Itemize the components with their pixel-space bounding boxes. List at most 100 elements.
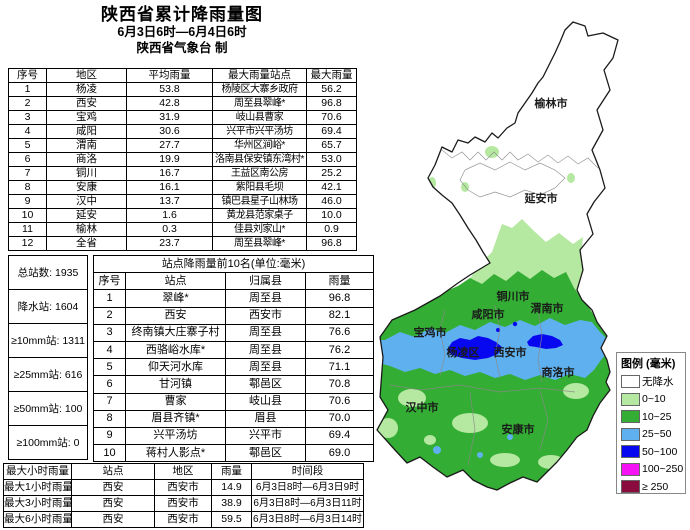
issuer-line: 陕西省气象台 制 [136,40,228,55]
cell-region: 铜川 [46,166,127,181]
cell-max: 56.2 [306,82,357,97]
cell-amount: 96.8 [305,289,374,308]
cell-max: 25.2 [306,166,357,181]
cell-station: 眉县齐镇* [125,409,226,428]
shaanxi-rainfall-map: 榆林市 延安市 铜川市 渭南市 咸阳市 宝鸡市 杨凌区 西安市 商洛市 汉中市 … [376,21,619,491]
legend-item: 100~250 [621,461,685,479]
blob-50-100 [527,334,563,349]
cell-amount: 70.8 [305,375,374,394]
column-header: 序号 [93,272,126,291]
title-block: 陕西省累计降雨量图 6月3日6时—6月4日6时 陕西省气象台 制 [8,4,356,57]
cell-index: 7 [8,166,47,181]
column-header: 站点 [125,272,226,291]
cell-region: 西安市 [154,495,212,512]
stat-item: ≥10mm站: 1311 [9,324,87,358]
cell-county: 鄠邑区 [225,375,306,394]
cell-timespan: 6月3日8时—6月3日11时 [251,495,364,512]
legend-label: 50~100 [642,445,678,458]
cell-avg: 23.7 [126,236,213,251]
legend-title: 图例 (毫米) [621,358,676,370]
cell-avg: 0.3 [126,222,213,237]
cell-index: 2 [8,96,47,111]
cell-label: 最大3小时雨量 [3,495,72,512]
patch-0-10 [490,453,520,467]
dot-50-100 [512,321,518,327]
cell-index: 1 [93,289,126,308]
cell-max-station: 周至县翠峰* [212,236,307,251]
map-label-baoji: 宝鸡市 [414,325,447,339]
cell-region: 商洛 [46,152,127,167]
cell-index: 6 [8,152,47,167]
cell-max: 10.0 [306,208,357,223]
cell-region: 榆林 [46,222,127,237]
cell-station: 西安 [71,511,155,528]
cell-avg: 42.8 [126,96,213,111]
cell-max: 70.6 [306,110,357,125]
legend: 图例 (毫米) 无降水 0~10 10~25 25~50 50~100 100~… [616,352,686,494]
top10-stations-table: 站点降雨量前10名(单位:毫米) 序号 站点 归属县 雨量 1 翠峰* 周至县 96.… [93,254,374,463]
column-header: 最大雨量站点 [212,68,307,83]
cell-region: 安康 [46,180,127,195]
map-label-yanan: 延安市 [524,191,558,205]
cell-amount: 70.6 [305,392,374,411]
cell-index: 8 [93,409,126,428]
cell-index: 3 [8,110,47,125]
cell-region: 咸阳 [46,124,127,139]
cell-station: 西安 [71,479,155,496]
cell-max-station: 杨陵区大寨乡政府 [212,82,307,97]
cell-amount: 70.0 [305,409,374,428]
table-row: 9 汉中 13.7 镇巴县星子山林场 46.0 [8,194,357,209]
cell-index: 4 [93,340,126,360]
cell-amount: 69.4 [305,426,374,446]
table-row: 最大6小时雨量 西安 西安市 59.5 6月3日8时—6月3日14时 [3,511,364,528]
top10-table-title: 站点降雨量前10名(单位:毫米) [93,254,374,274]
legend-item: 25~50 [621,426,685,444]
cell-county: 鄠邑区 [225,444,306,463]
table-row: 5 渭南 27.7 华州区涧峪* 65.7 [8,138,357,153]
cell-station: 终南镇大庄寨子村 [125,323,226,342]
table-row: 最大3小时雨量 西安 西安市 38.9 6月3日8时—6月3日11时 [3,495,364,512]
rainfall-bands [377,146,618,490]
speck-0-10 [428,177,436,189]
table-row: 7 曹家 岐山县 70.6 [93,392,374,411]
cell-amount: 69.0 [305,444,374,463]
cell-index: 5 [93,358,126,377]
column-header: 最大雨量 [306,68,357,83]
table-row: 4 咸阳 30.6 兴平市兴平汤坊 69.4 [8,124,357,139]
column-header: 雨量 [211,463,252,480]
cell-county: 岐山县 [225,392,306,411]
legend-item: 50~100 [621,443,685,461]
table-row: 3 宝鸡 31.9 岐山县曹家 70.6 [8,110,357,125]
dot-25-50 [507,434,513,440]
cell-station: 西安 [71,495,155,512]
cell-max-station: 洛南县保安镇东湾村* [212,152,307,167]
legend-item: 无降水 [621,373,685,391]
column-header: 归属县 [225,272,306,291]
patch-0-10 [452,413,488,433]
legend-item: 10~25 [621,408,685,426]
cell-index: 10 [93,444,126,463]
stat-item: ≥25mm站: 616 [9,358,87,392]
cell-county: 周至县 [225,323,306,342]
cell-max-station: 镇巴县星子山林场 [212,194,307,209]
cell-max: 69.4 [306,124,357,139]
cell-county: 周至县 [225,289,306,308]
legend-label: ≥ 250 [642,480,669,493]
column-header: 站点 [71,463,155,480]
map-label-ankang: 安康市 [502,422,535,436]
cell-region: 延安 [46,208,127,223]
cell-region: 杨凌 [46,82,127,97]
table-row: 1 杨凌 53.8 杨陵区大寨乡政府 56.2 [8,82,357,97]
cell-index: 9 [8,194,47,209]
cell-max-station: 佳县刘家山* [212,222,307,237]
legend-items: 无降水 0~10 10~25 25~50 50~100 100~250 ≥ 25… [621,373,685,496]
legend-swatch [621,445,640,459]
stat-item: 总站数: 1935 [9,256,87,290]
cell-index: 4 [8,124,47,139]
stat-item: ≥100mm站: 0 [16,437,80,449]
cell-station: 西骆峪水库* [125,340,226,360]
cell-amount: 76.2 [305,340,374,360]
cell-max-station: 紫阳县毛坝 [212,180,307,195]
legend-label: 无降水 [642,376,674,389]
cell-index: 11 [8,222,47,237]
